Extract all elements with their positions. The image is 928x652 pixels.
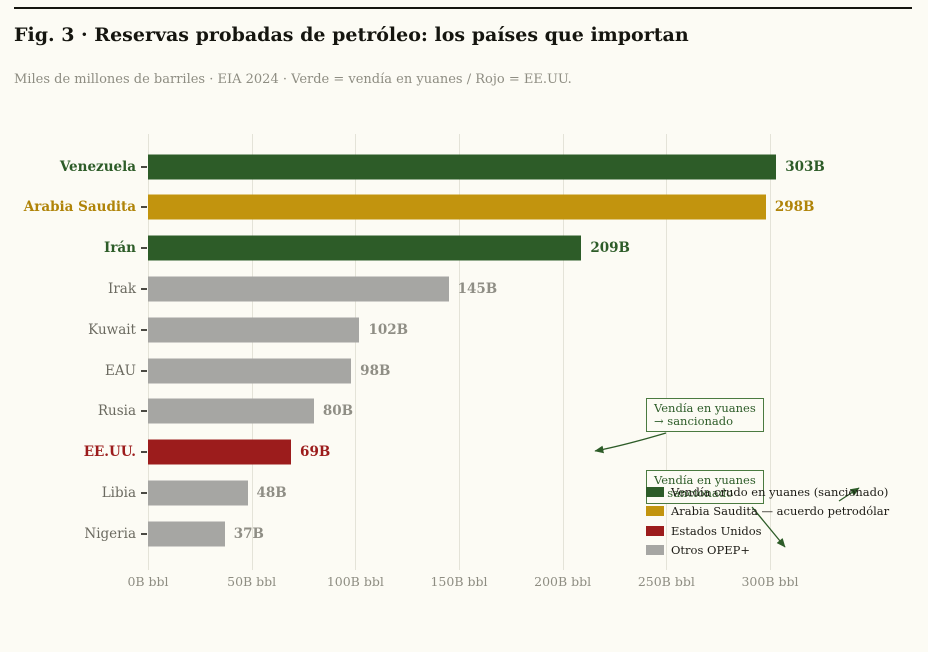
y-tick-mark (141, 410, 147, 413)
x-tick-label: 200B bbl (534, 574, 592, 589)
x-tick-label: 50B bbl (227, 574, 277, 589)
annotation-line: Vendía en yuanes (654, 473, 756, 487)
legend-item: Estados Unidos (646, 521, 889, 541)
bar-eau (148, 358, 352, 383)
bar-row: Arabia Saudita 298B (0, 187, 928, 228)
y-tick-mark (141, 532, 147, 535)
bar-value-label: 298B (774, 199, 815, 216)
legend: Vendía crudo en yuanes (sancionado) Arabi… (646, 482, 889, 560)
y-axis-label: EE.UU. (83, 444, 136, 461)
bar-row: Irak 145B (0, 268, 928, 309)
otros-swatch (646, 545, 664, 556)
legend-label: Vendía crudo en yuanes (sancionado) (671, 484, 889, 499)
bar-nigeria (148, 521, 225, 547)
figure-subtitle: Miles de millones de barriles · EIA 2024… (14, 72, 572, 87)
y-tick-mark (141, 328, 147, 331)
bar-row: Irán 209B (0, 228, 928, 269)
legend-label: Otros OPEP+ (671, 543, 750, 558)
y-tick-mark (141, 247, 147, 250)
y-axis-label: Nigeria (84, 525, 136, 542)
bar-value-label: 145B (457, 280, 498, 297)
bar-rusia (148, 398, 314, 424)
gridline (251, 134, 253, 570)
bar-value-label: 303B (785, 158, 825, 175)
x-tick-label: 250B bbl (637, 574, 695, 589)
y-axis-label: Libia (101, 484, 136, 501)
y-tick-mark (141, 451, 147, 454)
y-axis-label: Venezuela (59, 158, 136, 175)
top-rule (14, 7, 912, 9)
bar-value-label: 48B (256, 484, 287, 501)
gridline (770, 134, 771, 570)
y-tick-mark (141, 287, 147, 290)
bar-ir-n (148, 235, 582, 261)
bar-row: Kuwait 102B (0, 309, 928, 350)
legend-label: Arabia Saudita — acuerdo petrodólar (671, 504, 890, 519)
annotation-line: → sancionado (654, 486, 734, 500)
bar-value-label: 69B (300, 444, 331, 461)
bar-libia (148, 480, 248, 506)
bar-venezuela (148, 154, 777, 179)
bar-row: Rusia 80B (0, 391, 928, 432)
bar-value-label: 102B (368, 321, 409, 338)
annotation-line: → sancionado (654, 414, 734, 428)
bar-arabia-saudita (148, 194, 766, 220)
annotation-box-yuan-sanctioned-1: Vendía en yuanes → sancionado (646, 398, 764, 432)
x-tick-label: 150B bbl (430, 574, 488, 589)
bar-ee-uu- (148, 439, 292, 465)
x-tick-label: 100B bbl (326, 574, 384, 589)
legend-item: Otros OPEP+ (646, 541, 889, 561)
saudi-swatch (646, 506, 664, 517)
bar-value-label: 80B (322, 403, 354, 420)
bar-row: Venezuela 303B (0, 146, 928, 187)
gridline (666, 134, 668, 570)
annotation-line: Vendía en yuanes (654, 401, 756, 415)
figure-title: Fig. 3 · Reservas probadas de petróleo: … (14, 24, 689, 46)
y-tick-mark (141, 206, 147, 209)
y-axis-label: Kuwait (88, 321, 136, 338)
bar-kuwait (148, 317, 360, 343)
bar-chart: Vendía en yuanes → sancionado Vendía en … (0, 118, 928, 638)
y-axis-label: Irak (107, 280, 136, 297)
gridline (148, 134, 149, 570)
gridline (562, 134, 564, 570)
y-axis-label: EAU (105, 362, 136, 379)
legend-item: Arabia Saudita — acuerdo petrodólar (646, 502, 889, 522)
bar-irak (148, 276, 449, 302)
bar-row: Libia 48B (0, 472, 928, 513)
y-axis-label: Irán (104, 240, 136, 257)
bar-value-label: 209B (590, 240, 630, 257)
y-axis-label: Arabia Saudita (23, 199, 136, 216)
yuan-swatch (646, 486, 664, 497)
gridline (355, 134, 357, 570)
bar-value-label: 98B (360, 362, 391, 379)
annotation-box-yuan-sanctioned-2: Vendía en yuanes → sancionado (646, 470, 764, 504)
legend-label: Estados Unidos (671, 523, 762, 538)
bar-value-label: 37B (233, 525, 264, 542)
gridline (459, 134, 460, 570)
usa-swatch (646, 525, 664, 536)
bar-row: Nigeria 37B (0, 513, 928, 554)
x-tick-label: 300B bbl (741, 574, 799, 589)
bar-row: EE.UU. 69B (0, 432, 928, 473)
y-tick-mark (141, 165, 147, 168)
y-tick-mark (141, 491, 147, 494)
legend-item: Vendía crudo en yuanes (sancionado) (646, 482, 889, 502)
bar-row: EAU 98B (0, 350, 928, 391)
y-axis-label: Rusia (97, 403, 136, 420)
y-tick-mark (141, 369, 147, 372)
x-tick-label: 0B bbl (127, 574, 169, 589)
